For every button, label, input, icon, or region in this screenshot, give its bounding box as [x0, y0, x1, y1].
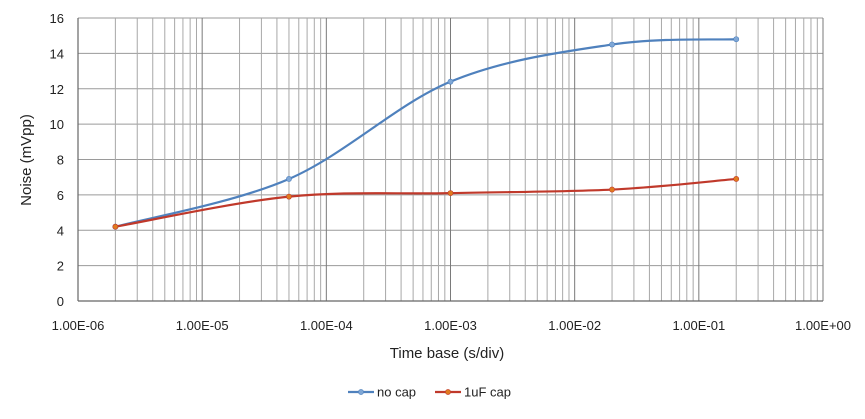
y-tick-label: 0 [57, 294, 64, 309]
legend-marker [358, 389, 364, 395]
legend-label: 1uF cap [464, 385, 511, 400]
y-axis-title: Noise (mVpp) [18, 114, 35, 206]
y-tick-label: 2 [57, 259, 64, 274]
x-tick-labels: 1.00E-06 1.00E-05 1.00E-04 1.00E-03 1.00E-02… [52, 318, 851, 333]
data-point [112, 223, 119, 230]
y-tick-label: 6 [57, 188, 64, 203]
series-line-0 [115, 38, 737, 228]
y-tick-label: 10 [50, 117, 64, 132]
x-tick-label: 1.00E-01 [672, 318, 725, 333]
y-tick-label: 14 [50, 46, 64, 61]
axes [77, 18, 823, 302]
data-point [733, 36, 740, 43]
y-tick-label: 4 [57, 223, 64, 238]
x-tick-label: 1.00E-04 [300, 318, 353, 333]
y-tick-label: 12 [50, 82, 64, 97]
legend-marker [445, 389, 451, 395]
y-tick-label: 16 [50, 11, 64, 26]
data-point [733, 176, 740, 182]
x-tick-label: 1.00E-05 [176, 318, 229, 333]
x-tick-label: 1.00E+00 [795, 318, 851, 333]
x-tick-label: 1.00E-06 [52, 318, 105, 333]
y-tick-labels: 0 2 4 6 8 10 12 14 16 [50, 11, 64, 309]
data-point [286, 176, 292, 182]
data-point [609, 41, 615, 48]
data-point [447, 190, 454, 197]
legend: no cap 1uF cap [348, 385, 511, 400]
series-lines [112, 36, 740, 230]
x-tick-label: 1.00E-03 [424, 318, 477, 333]
data-point [609, 186, 615, 193]
x-tick-label: 1.00E-02 [548, 318, 601, 333]
legend-label: no cap [377, 385, 416, 400]
y-tick-label: 8 [57, 153, 64, 168]
x-axis-title: Time base (s/div) [390, 345, 504, 362]
data-point [447, 78, 454, 85]
data-point [286, 193, 292, 200]
